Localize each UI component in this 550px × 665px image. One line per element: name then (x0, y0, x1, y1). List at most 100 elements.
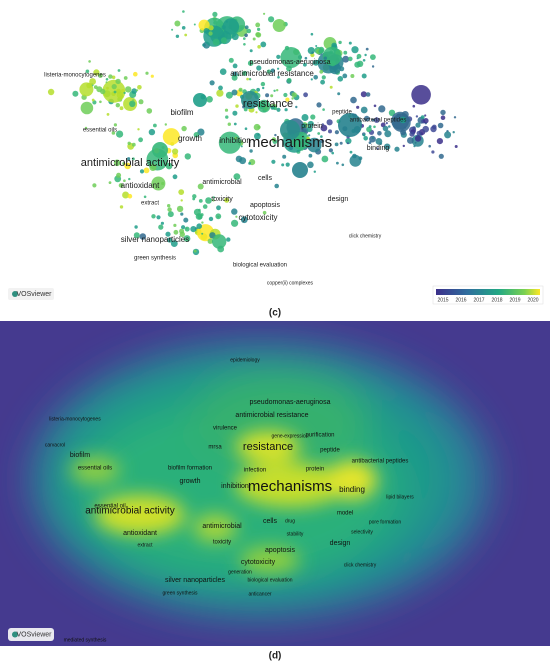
bubble (270, 94, 274, 98)
bubble (428, 144, 432, 148)
bubble (288, 145, 294, 151)
bubble (440, 109, 446, 116)
bubble (423, 118, 429, 124)
bubble (366, 126, 372, 133)
bubble (173, 223, 177, 227)
term-label: growth (179, 478, 200, 485)
legend-tick-label: 2015 (437, 297, 448, 303)
term-label: antimicrobial activity (81, 157, 180, 169)
bubble (352, 153, 357, 159)
bubble (384, 130, 392, 138)
legend-tick-label: 2018 (491, 297, 502, 303)
bubble (72, 90, 79, 97)
bubble (192, 197, 196, 201)
logo-icon (12, 291, 18, 297)
bubble (212, 11, 218, 17)
bubble (348, 41, 352, 45)
legend-tick-label: 2019 (509, 297, 520, 303)
bubble (225, 20, 228, 23)
term-label: cells (263, 518, 278, 525)
panel-c: mechanisms resistance antimicrobial activi… (8, 10, 544, 319)
bubble (400, 129, 407, 136)
bubble (143, 195, 147, 199)
bubble (138, 99, 144, 105)
bubble (310, 114, 316, 120)
bubble (358, 156, 363, 161)
bubble (345, 137, 352, 145)
term-label: click chemistry (344, 562, 377, 568)
bubble (255, 22, 261, 28)
bubble (240, 216, 248, 224)
term-label: extract (141, 201, 159, 207)
bubble (356, 105, 360, 109)
bubble (198, 19, 210, 31)
bubble (222, 18, 240, 35)
bubble (268, 16, 275, 23)
bubble (89, 78, 96, 85)
bubble (192, 194, 197, 199)
bubble (234, 136, 238, 140)
bubble (175, 34, 180, 38)
bubble (292, 162, 308, 178)
bubble (316, 102, 322, 108)
term-label: mediated synthesis (64, 637, 107, 643)
term-label: green synthesis (162, 590, 198, 596)
bubble (295, 105, 298, 109)
bubble (85, 69, 90, 74)
bubble (321, 123, 324, 126)
bubble (343, 50, 348, 55)
legend-tick-label: 2020 (527, 297, 538, 303)
bubble (308, 153, 313, 158)
bubble (108, 74, 113, 79)
bubble (105, 78, 109, 81)
logo-icon (12, 631, 18, 638)
bubble (171, 28, 174, 31)
bubble (203, 28, 210, 34)
bubble (227, 122, 231, 126)
term-label: mechanisms (248, 478, 332, 495)
bubble (158, 224, 164, 230)
bubble (301, 114, 309, 121)
bubble (145, 71, 149, 75)
bubble (197, 214, 203, 220)
bubble (256, 65, 262, 71)
term-label: model (337, 511, 353, 517)
bubble (131, 157, 135, 161)
bubble (350, 96, 357, 104)
term-label: gene-expression (272, 433, 309, 439)
bubble (118, 183, 124, 188)
bubble (212, 196, 215, 199)
bubble (193, 249, 197, 253)
logo-box (8, 628, 54, 641)
bubble (373, 104, 377, 108)
bubble (172, 148, 179, 155)
term-label: listeria-monocytogenes (49, 416, 101, 422)
term-label: binding (339, 485, 365, 494)
bubble (108, 181, 112, 185)
bubble (342, 73, 348, 79)
bubble (252, 37, 256, 41)
bubble (303, 92, 308, 98)
bubble (98, 73, 103, 78)
bubble (174, 20, 181, 27)
bubble (346, 142, 349, 145)
bubble (116, 172, 122, 178)
bubble (301, 123, 307, 129)
bubble (137, 128, 140, 131)
bubble (263, 12, 266, 15)
bubble (181, 125, 187, 132)
bubble (115, 103, 121, 108)
bubble (432, 124, 437, 130)
term-label: cytotoxicity (238, 213, 277, 222)
bubble (240, 145, 243, 148)
density (30, 340, 490, 620)
bubble (370, 54, 376, 60)
bubble (180, 199, 183, 202)
bubble (376, 147, 379, 150)
term-label: inhibition (219, 136, 251, 145)
bubble (183, 235, 191, 242)
bubble (208, 31, 213, 36)
term-label: peptide (320, 448, 340, 454)
bubble (228, 57, 234, 63)
